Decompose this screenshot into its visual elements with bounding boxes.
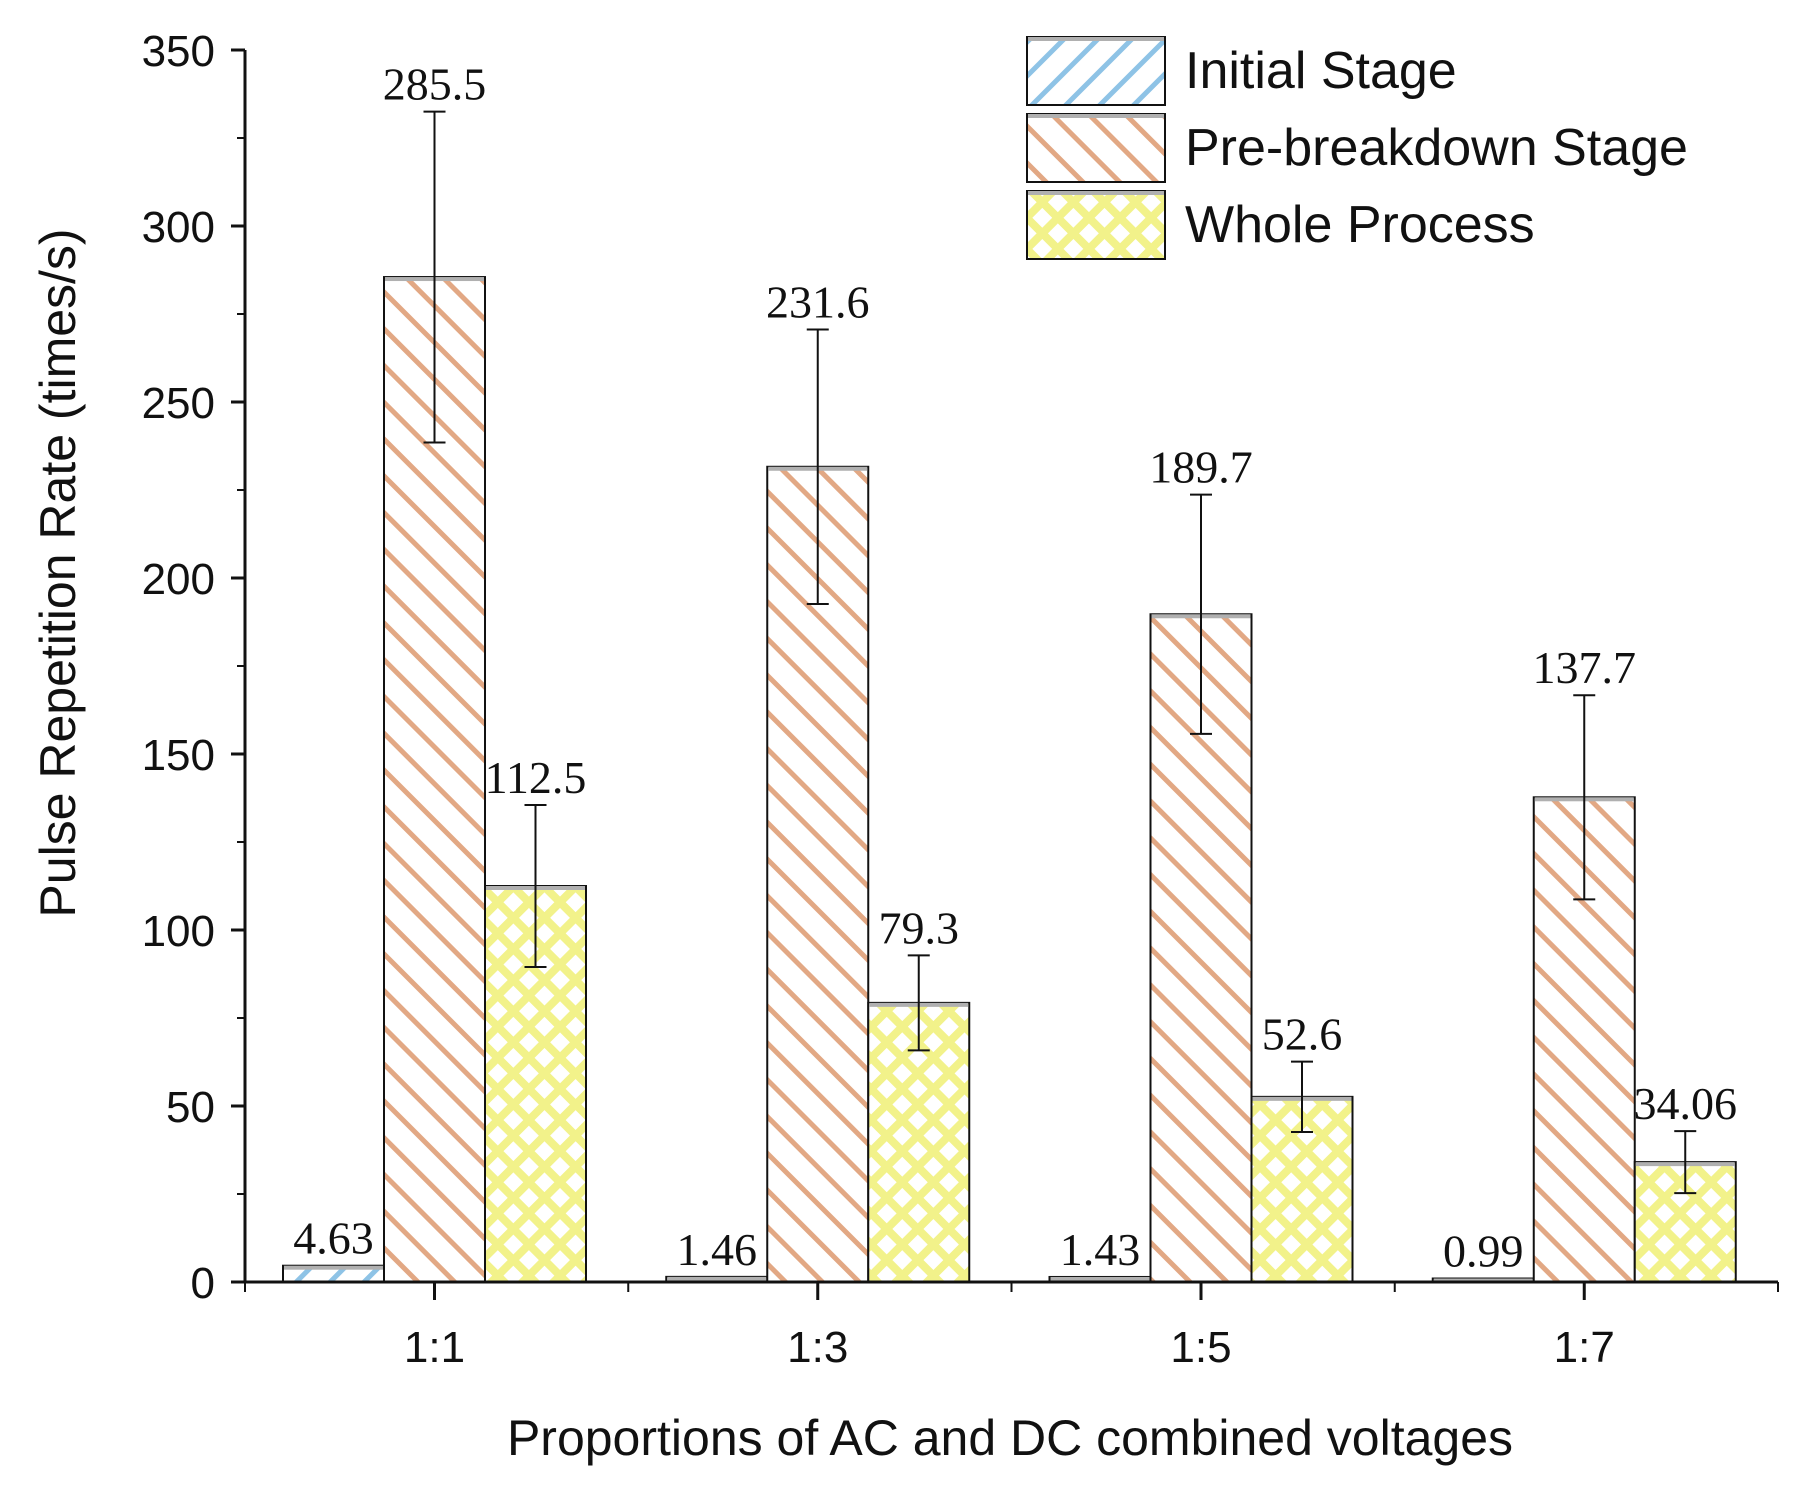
- legend-label-2: Whole Process: [1185, 196, 1535, 254]
- y-tick-label-3: 150: [142, 731, 215, 780]
- data-label-0-0: 4.63: [293, 1213, 374, 1264]
- x-tick-label-2: 1:5: [1170, 1323, 1231, 1372]
- legend-label-1: Pre-breakdown Stage: [1185, 119, 1688, 177]
- data-label-2-1: 79.3: [879, 902, 960, 953]
- data-label-0-2: 1.43: [1060, 1224, 1141, 1275]
- y-tick-label-1: 50: [166, 1083, 215, 1132]
- legend-swatch-0: [1026, 36, 1166, 106]
- data-label-0-1: 1.46: [677, 1224, 758, 1275]
- legend-swatch-1: [1026, 113, 1166, 183]
- y-tick-label-5: 250: [142, 379, 215, 428]
- legend: Initial Stage Pre-breakdown Stage Whole Pr…: [1026, 36, 1688, 260]
- legend-swatch-cap-2: [1028, 191, 1164, 195]
- x-axis-title: Proportions of AC and DC combined voltag…: [507, 1410, 1513, 1466]
- legend-swatch-cap-0: [1028, 37, 1164, 41]
- bar-cap-0-1: [667, 1276, 767, 1281]
- legend-swatch-2: [1026, 190, 1166, 260]
- y-tick-label-6: 300: [142, 203, 215, 252]
- y-tick-label-4: 200: [142, 555, 215, 604]
- data-label-2-3: 34.06: [1634, 1078, 1738, 1129]
- y-tick-label-7: 350: [142, 27, 215, 76]
- data-label-1-3: 137.7: [1533, 642, 1637, 693]
- data-label-2-2: 52.6: [1262, 1009, 1343, 1060]
- data-label-0-3: 0.99: [1443, 1226, 1524, 1277]
- y-axis-title: Pulse Repetition Rate (times/s): [30, 228, 86, 917]
- data-label-2-0: 112.5: [485, 752, 587, 803]
- data-label-1-1: 231.6: [766, 276, 870, 327]
- bar-cap-0-0: [284, 1265, 383, 1270]
- legend-swatch-cap-1: [1028, 114, 1164, 118]
- data-label-1-0: 285.5: [383, 59, 487, 110]
- legend-label-0: Initial Stage: [1185, 42, 1457, 100]
- plot-area: 4.63 285.5 112.5 1.46 231.6 79.3 1.43 189.7 52.6…: [142, 27, 1779, 1372]
- bar-cap-0-2: [1050, 1276, 1150, 1281]
- x-tick-label-3: 1:7: [1554, 1323, 1615, 1372]
- data-label-1-2: 189.7: [1149, 442, 1253, 493]
- bar-cap-0-3: [1433, 1278, 1533, 1282]
- x-tick-label-1: 1:3: [787, 1323, 848, 1372]
- x-tick-label-0: 1:1: [404, 1323, 465, 1372]
- y-tick-label-0: 0: [191, 1259, 215, 1308]
- y-tick-label-2: 100: [142, 907, 215, 956]
